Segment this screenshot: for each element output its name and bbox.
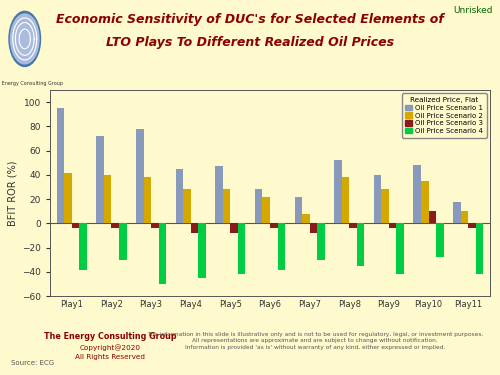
Bar (414, 165, 421, 224)
Bar (421, 181, 428, 224)
Bar (436, 224, 444, 257)
Circle shape (10, 14, 39, 64)
Legend: Oil Price Scenario 1, Oil Price Scenario 2, Oil Price Scenario 3, Oil Price Scen: Oil Price Scenario 1, Oil Price Scenario… (402, 93, 486, 138)
Bar (382, 189, 389, 224)
Text: LTO Plays To Different Realized Oil Prices: LTO Plays To Different Realized Oil Pric… (106, 36, 394, 49)
Bar (176, 169, 183, 224)
Bar (317, 224, 324, 260)
Bar (238, 224, 246, 274)
Bar (136, 129, 143, 224)
Bar (453, 202, 460, 223)
Text: All Rights Reserved: All Rights Reserved (75, 354, 145, 360)
Bar (294, 197, 302, 223)
Text: The Energy Consulting Group: The Energy Consulting Group (44, 332, 176, 341)
Bar (460, 211, 468, 223)
Bar (262, 197, 270, 223)
Bar (278, 224, 285, 270)
Bar (96, 136, 104, 224)
Bar (144, 177, 151, 224)
Bar (56, 108, 64, 224)
Bar (198, 224, 206, 278)
Bar (310, 224, 317, 233)
Bar (119, 224, 126, 260)
Circle shape (9, 11, 40, 66)
Bar (112, 224, 119, 228)
Bar (476, 224, 484, 274)
Bar (255, 189, 262, 224)
Bar (183, 189, 190, 224)
Bar (374, 175, 382, 223)
Bar (334, 160, 342, 224)
Bar (223, 189, 230, 224)
Bar (230, 224, 238, 233)
Bar (396, 224, 404, 274)
Bar (389, 224, 396, 228)
Bar (216, 166, 223, 224)
Bar (158, 224, 166, 284)
Bar (72, 224, 80, 228)
Bar (350, 224, 357, 228)
Bar (151, 224, 158, 228)
Bar (270, 224, 278, 228)
Bar (64, 172, 72, 224)
Bar (302, 214, 310, 223)
Bar (357, 224, 364, 266)
Bar (104, 175, 112, 223)
Y-axis label: BFIT ROR (%): BFIT ROR (%) (8, 160, 18, 226)
Text: Source: ECG: Source: ECG (11, 360, 54, 366)
Text: Copyright@2020: Copyright@2020 (80, 344, 140, 351)
Text: The information in this slide is illustrative only and is not to be used for reg: The information in this slide is illustr… (147, 332, 483, 350)
Text: The Energy Consulting Group: The Energy Consulting Group (0, 81, 64, 86)
Bar (428, 211, 436, 223)
Bar (80, 224, 87, 270)
Bar (190, 224, 198, 233)
Text: Unrisked: Unrisked (453, 6, 492, 15)
Bar (342, 177, 349, 224)
Text: Economic Sensitivity of DUC's for Selected Elements of: Economic Sensitivity of DUC's for Select… (56, 13, 444, 26)
Bar (468, 224, 475, 228)
